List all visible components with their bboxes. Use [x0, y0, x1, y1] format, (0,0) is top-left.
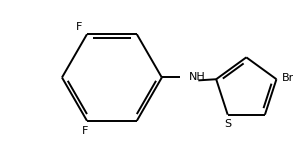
Text: F: F: [82, 126, 88, 137]
Text: NH: NH: [189, 73, 205, 82]
Text: S: S: [224, 120, 231, 129]
Text: Br: Br: [282, 73, 293, 83]
Text: F: F: [76, 22, 82, 32]
